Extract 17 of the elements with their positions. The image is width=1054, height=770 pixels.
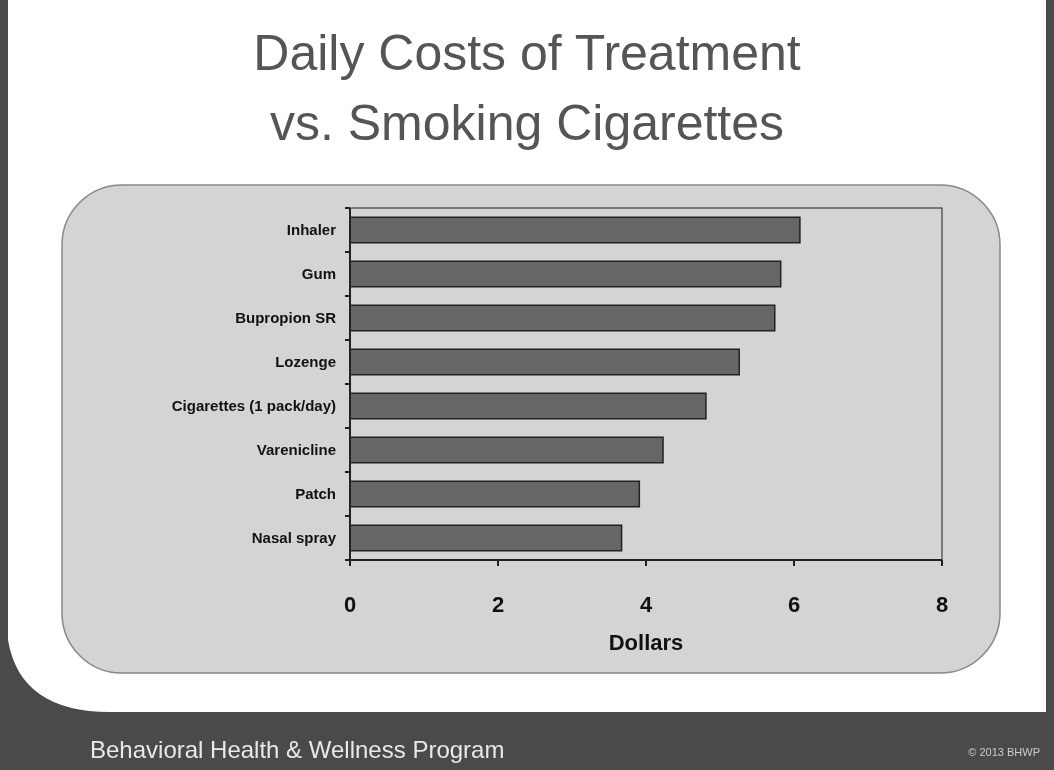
x-tick-label: 6 [787,592,801,617]
y-tick-label: Patch [295,485,336,503]
x-tick-label: 8 [935,592,949,617]
x-tick-label: 0 [343,592,357,617]
y-tick-label: Gum [301,265,336,283]
text: © 2013 BHWP [968,746,1040,758]
chart-title: Daily Costs of Treatment vs. Smoking Cigarettes [253,25,801,151]
text: Behavioral Health & Wellness Program [90,736,505,763]
y-tick-label: Inhaler [286,221,337,239]
y-tick-label: Lozenge [275,353,336,371]
y-tick-label: Cigarettes (1 pack/day) [171,397,336,415]
x-tick-label: 2 [491,592,505,617]
x-tick-label: 4 [639,592,653,617]
y-tick-label: Nasal spray [251,529,337,547]
y-tick-label: Varenicline [256,441,336,459]
y-tick-label: Bupropion SR [235,309,337,327]
x-axis-title: Dollars [608,630,684,655]
